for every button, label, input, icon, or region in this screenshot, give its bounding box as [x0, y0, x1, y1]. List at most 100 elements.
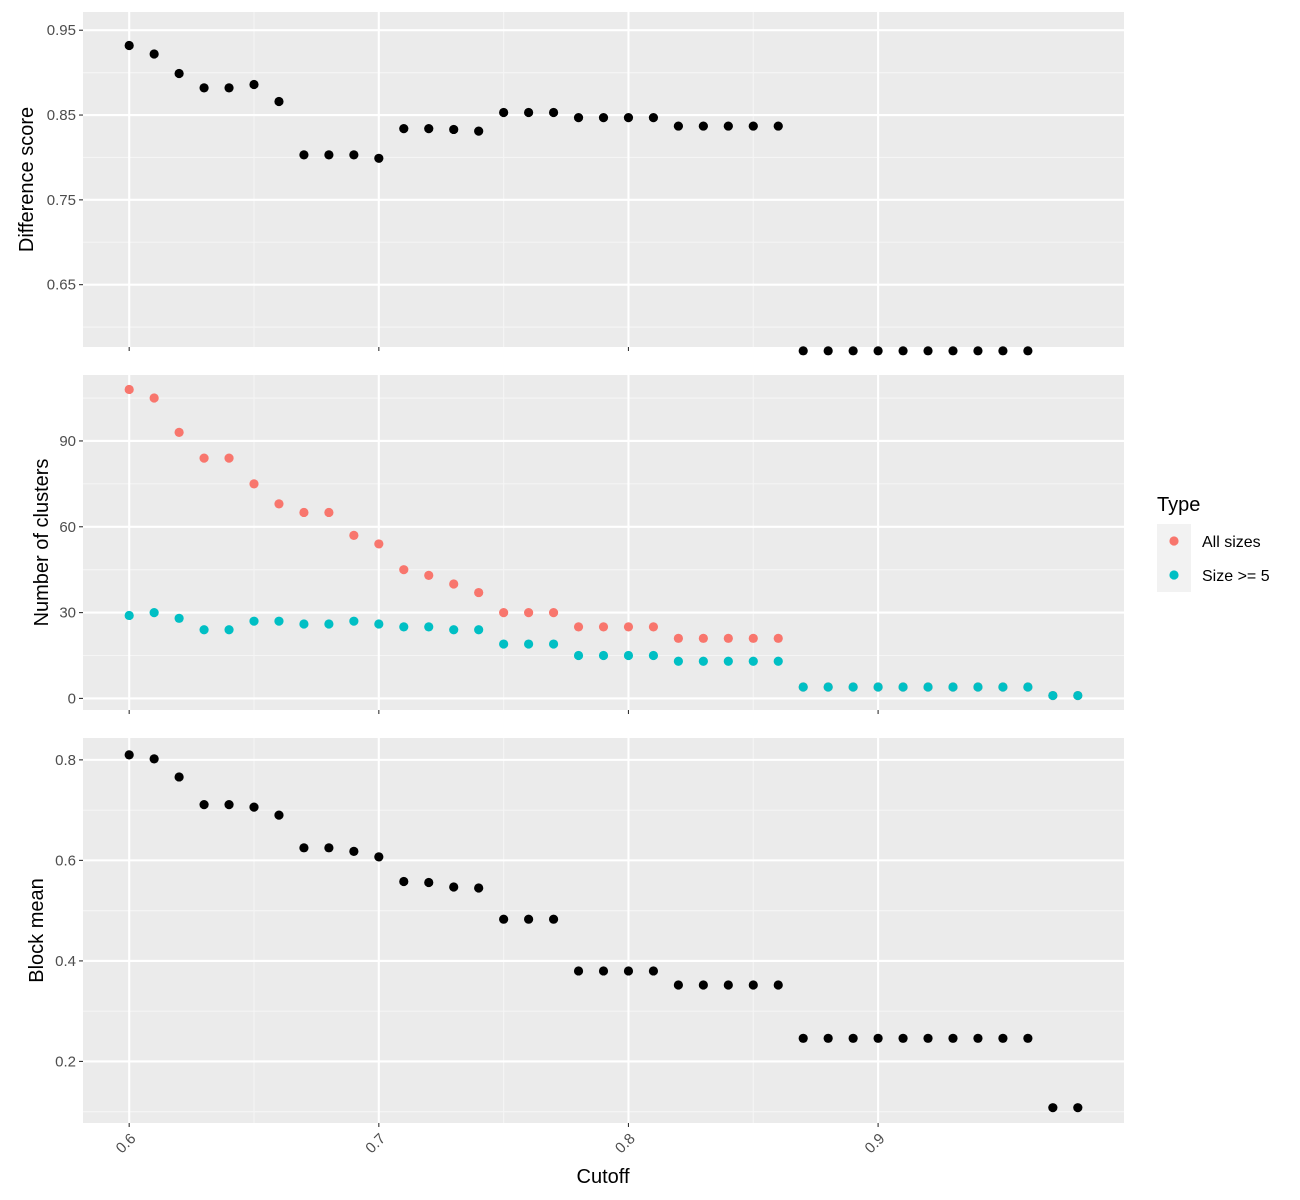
data-point: [948, 682, 958, 692]
data-point: [973, 346, 983, 356]
data-point: [424, 570, 434, 580]
data-point: [648, 622, 659, 632]
data-point: [773, 121, 783, 131]
data-point: [124, 750, 134, 760]
panel-background: [83, 12, 1124, 347]
data-point: [873, 1033, 883, 1043]
data-point: [474, 883, 484, 893]
data-point: [823, 1033, 833, 1043]
legend-label-size-ge-5: Size >= 5: [1202, 568, 1270, 585]
data-point: [723, 656, 733, 666]
legend-key-all-sizes-point: [1169, 536, 1179, 546]
data-point: [1048, 1103, 1058, 1113]
data-point: [748, 656, 758, 666]
data-point: [748, 980, 758, 990]
data-point: [773, 633, 783, 643]
y-tick-label: 0.6: [55, 852, 76, 869]
data-point: [374, 153, 384, 163]
data-point: [199, 83, 209, 93]
data-point: [648, 966, 659, 976]
data-point: [673, 656, 683, 666]
data-point: [573, 966, 584, 976]
data-point: [249, 79, 259, 90]
data-point: [573, 622, 584, 632]
data-point: [723, 121, 733, 131]
data-point: [1023, 346, 1033, 356]
data-point: [648, 112, 659, 123]
data-point: [424, 124, 434, 134]
data-point: [673, 121, 683, 131]
legend: Type All sizes Size >= 5: [1157, 494, 1270, 592]
data-point: [124, 610, 134, 621]
y-tick-label: 0.85: [47, 107, 76, 124]
data-point: [449, 625, 459, 635]
data-point: [224, 453, 234, 463]
data-point: [998, 1033, 1008, 1043]
data-point: [873, 346, 883, 356]
data-point: [199, 799, 209, 810]
data-point: [499, 639, 509, 649]
data-point: [524, 107, 534, 118]
data-point: [848, 682, 858, 692]
data-point: [698, 121, 708, 131]
legend-label-all-sizes: All sizes: [1202, 534, 1261, 551]
data-point: [424, 622, 434, 632]
data-point: [798, 1033, 808, 1043]
panel-2: 0 30 60 90 Number of clusters: [31, 375, 1124, 714]
data-point: [499, 607, 509, 618]
data-point: [873, 682, 883, 692]
data-point: [199, 453, 209, 463]
data-point: [923, 346, 933, 356]
y-tick-label: 0.75: [47, 192, 76, 209]
data-point: [698, 633, 708, 643]
data-point: [299, 843, 309, 853]
data-point: [499, 107, 509, 118]
y-tick-label: 0.2: [55, 1053, 76, 1070]
data-point: [324, 619, 334, 629]
data-point: [174, 772, 184, 782]
data-point: [324, 150, 334, 160]
data-point: [623, 650, 634, 661]
data-point: [548, 607, 559, 618]
data-point: [249, 616, 259, 626]
data-point: [898, 1033, 908, 1043]
data-point: [673, 980, 683, 990]
y-tick-label: 0.8: [55, 752, 76, 769]
y-tick-label: 60: [59, 519, 76, 536]
data-point: [698, 656, 708, 666]
data-point: [698, 980, 708, 990]
data-point: [948, 346, 958, 356]
data-point: [324, 843, 334, 853]
data-point: [973, 682, 983, 692]
data-point: [1048, 690, 1058, 701]
data-point: [399, 565, 409, 575]
series-1: [124, 750, 1083, 1113]
data-point: [524, 639, 534, 649]
data-point: [349, 530, 359, 540]
series-1: [124, 384, 1083, 701]
legend-key-size-ge-5-point: [1169, 570, 1179, 580]
y-axis-title: Difference score: [16, 107, 38, 252]
panel-3: 0.2 0.4 0.6 0.8 Block mean: [26, 738, 1124, 1127]
data-point: [1073, 1103, 1083, 1113]
data-point: [773, 656, 783, 666]
panels-group: 0.65 0.75 0.85 0.95 Difference score 0 30 60 90 N…: [16, 12, 1124, 1127]
data-point: [449, 882, 459, 892]
data-point: [998, 346, 1008, 356]
data-point: [224, 625, 234, 635]
y-tick-label: 0.95: [47, 22, 76, 39]
data-point: [174, 613, 184, 623]
data-point: [773, 980, 783, 990]
data-point: [723, 980, 733, 990]
data-point: [623, 112, 634, 123]
data-point: [249, 479, 259, 489]
data-point: [324, 507, 334, 518]
legend-title: Type: [1157, 494, 1200, 516]
data-point: [374, 539, 384, 549]
data-point: [998, 682, 1008, 692]
data-point: [124, 384, 134, 395]
data-point: [598, 622, 609, 632]
x-tick-label: 0.6: [113, 1130, 140, 1157]
data-point: [1073, 690, 1083, 701]
